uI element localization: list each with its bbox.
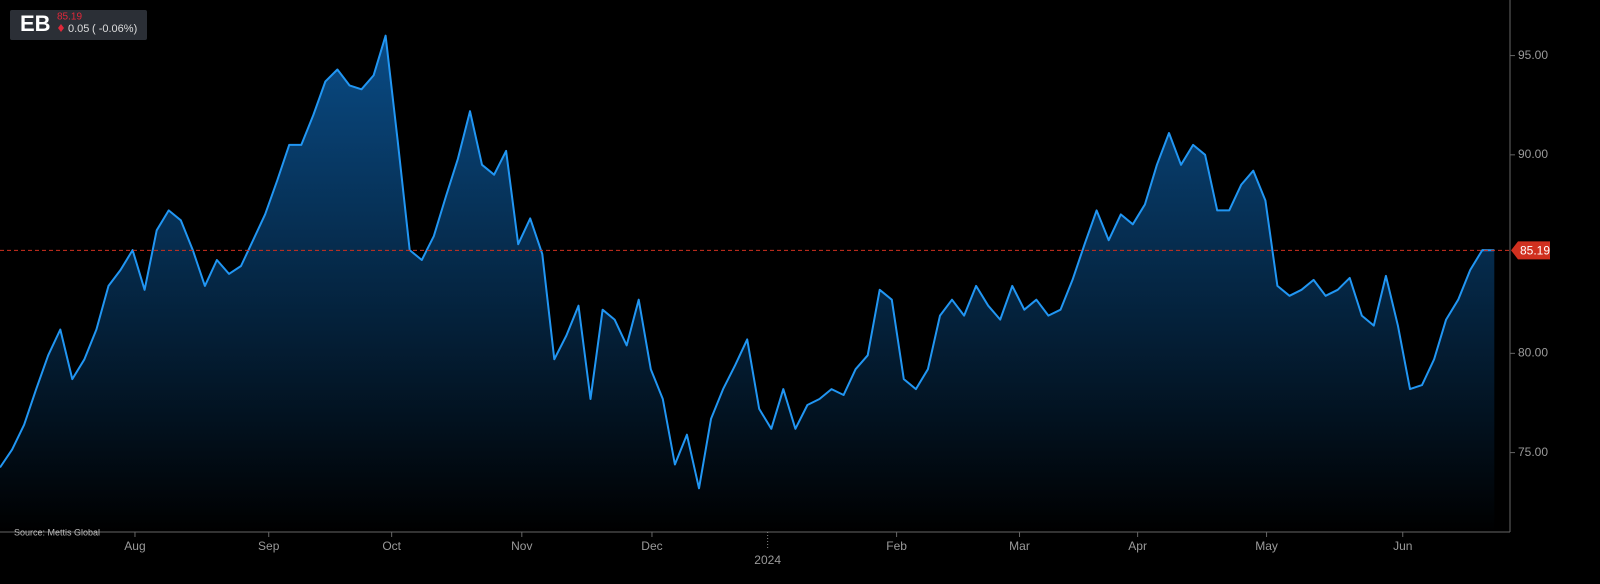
x-tick-label: Apr	[1128, 539, 1147, 553]
x-tick-label: Aug	[124, 539, 145, 553]
x-tick-label: Sep	[258, 539, 280, 553]
ticker-box	[10, 10, 147, 40]
area	[0, 35, 1495, 532]
ticker: EB	[20, 11, 51, 36]
price-marker-label: 85.19	[1520, 243, 1550, 257]
x-tick-label: Feb	[886, 539, 907, 553]
plot: 75.00 80.00 90.00 95.00 Aug Sep Oct Nov Dec Feb Ma…	[0, 0, 1550, 567]
y-tick-label: 75.00	[1518, 445, 1548, 459]
header-price: 85.19	[57, 12, 82, 23]
x-tick-label: Oct	[382, 539, 401, 553]
line	[0, 34, 1495, 490]
x-tick-label: Mar	[1009, 539, 1030, 553]
y-tick-label: 80.00	[1518, 346, 1548, 360]
change-icon	[58, 24, 64, 32]
change: 0.05	[68, 23, 89, 35]
source: Source: Mettis Global	[14, 527, 100, 537]
change-pct: ( -0.06%)	[92, 23, 137, 35]
price-marker	[1511, 241, 1550, 260]
x-tick-label: May	[1255, 539, 1278, 553]
x-tick-label: Dec	[641, 539, 662, 553]
year-tick-label: 2024	[754, 553, 781, 567]
y-tick-label: 95.00	[1518, 48, 1548, 62]
y-tick-label: 90.00	[1518, 147, 1548, 161]
x-tick-label: Nov	[511, 539, 532, 553]
x-tick-label: Jun	[1393, 539, 1412, 553]
